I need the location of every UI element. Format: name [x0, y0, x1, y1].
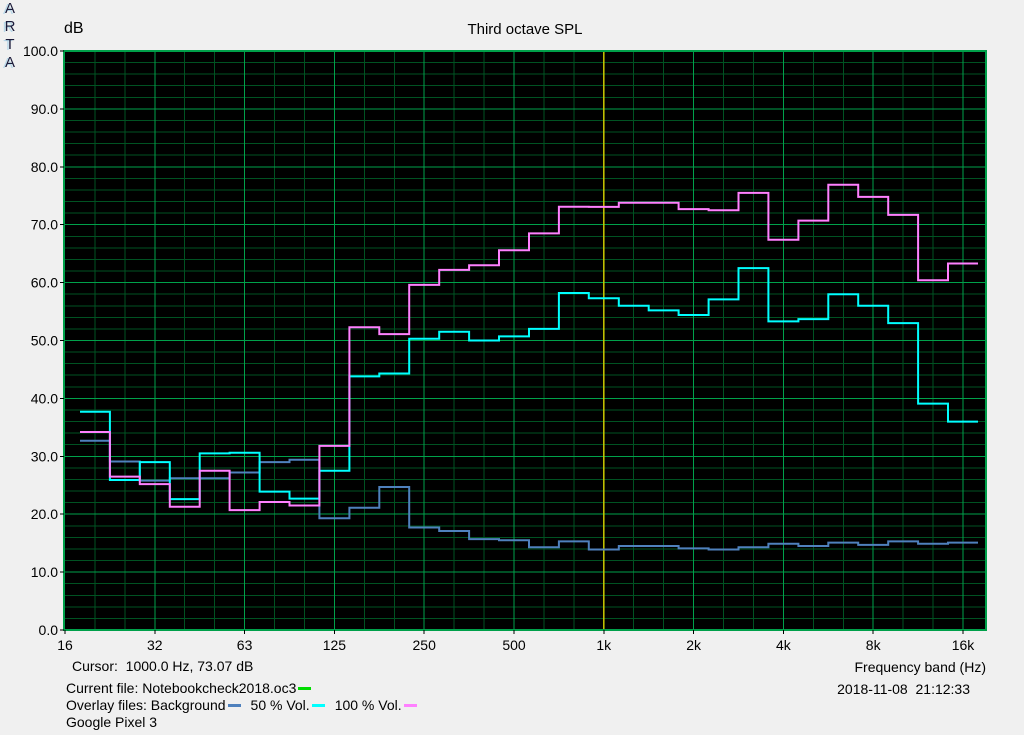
datetime-stamp: 2018-11-08 21:12:33: [837, 681, 970, 697]
series-curve-1: [80, 267, 978, 501]
device-name: Google Pixel 3: [66, 714, 158, 730]
y-tick-label: 40.0: [31, 390, 58, 406]
x-tick-label: 125: [323, 637, 347, 653]
y-tick-label: 20.0: [31, 506, 58, 522]
y-tick-label: 70.0: [31, 217, 58, 233]
current-file-legend-dash: [298, 686, 312, 690]
x-tick-label: 4k: [776, 637, 792, 653]
vol50-legend-dash: [311, 703, 325, 707]
x-tick-label: 63: [237, 637, 253, 653]
overlay-vol50-label: 50 % Vol.: [250, 697, 310, 713]
x-tick-label: 2k: [686, 637, 702, 653]
x-tick-label: 32: [147, 637, 163, 653]
overlay-vol100-label: 100 % Vol.: [334, 697, 402, 713]
y-tick-label: 10.0: [31, 564, 58, 580]
page-title: Third octave SPL: [467, 21, 583, 38]
series-curve-2: [80, 183, 978, 512]
x-axis-label: Frequency band (Hz): [854, 659, 986, 675]
x-tick-label: 500: [502, 637, 526, 653]
overlay-background-label: Overlay files: Background: [66, 697, 226, 713]
y-tick-label: 50.0: [31, 333, 58, 349]
x-tick-label: 250: [413, 637, 437, 653]
x-tick-label: 16k: [952, 637, 976, 653]
current-file-label: Current file: Notebookcheck2018.oc3: [66, 680, 297, 696]
y-tick-label: 0.0: [39, 622, 59, 638]
x-tick-label: 16: [57, 637, 73, 653]
x-tick-label: 8k: [866, 637, 882, 653]
y-tick-label: 60.0: [31, 275, 58, 291]
background-legend-dash: [227, 703, 241, 707]
y-tick-label: 100.0: [23, 43, 58, 59]
x-tick-label: 1k: [596, 637, 612, 653]
y-tick-label: 80.0: [31, 159, 58, 175]
series-curve-0: [80, 439, 978, 551]
overlay-files-row: Overlay files: Background 50 % Vol. 100 % …: [66, 697, 417, 713]
y-tick-label: 30.0: [31, 448, 58, 464]
cursor-readout: Cursor: 1000.0 Hz, 73.07 dB: [72, 658, 254, 674]
y-axis-unit-label: dB: [64, 20, 84, 37]
y-tick-label: 90.0: [31, 101, 58, 117]
current-file-row: Current file: Notebookcheck2018.oc3: [66, 680, 312, 696]
vol100-legend-dash: [403, 703, 417, 707]
